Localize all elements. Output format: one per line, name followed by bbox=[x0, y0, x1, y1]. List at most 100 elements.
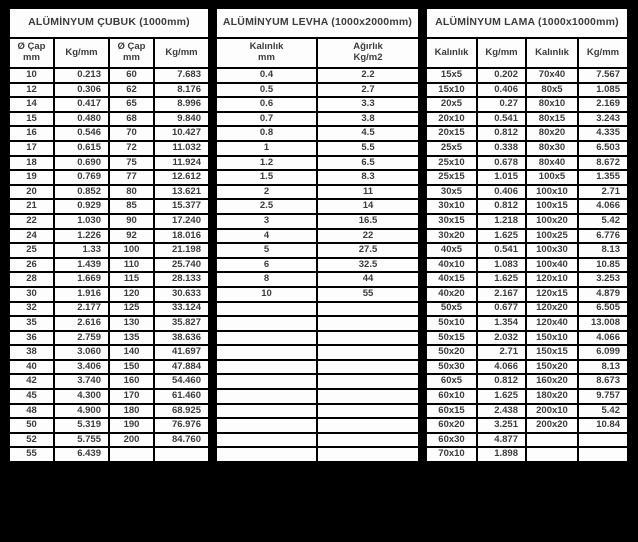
table-row bbox=[215, 431, 420, 449]
table-cell: 3.3 bbox=[316, 96, 420, 113]
table-cell: 45 bbox=[8, 388, 55, 405]
table-cell: 15 bbox=[8, 110, 55, 128]
table-cell: 80x40 bbox=[525, 154, 579, 172]
table-cell: 17 bbox=[8, 139, 55, 157]
table-row: 28 1.669 115 28.133 bbox=[8, 271, 210, 288]
table-cell: 84.760 bbox=[153, 431, 210, 449]
table-cell: 0.338 bbox=[476, 139, 527, 157]
table-cell: 25.740 bbox=[153, 256, 210, 274]
table-cell: 30x15 bbox=[425, 212, 478, 230]
table-cell bbox=[215, 446, 318, 464]
table-cell: 1.33 bbox=[53, 242, 110, 259]
table-cell: 54.460 bbox=[153, 373, 210, 391]
table-cell: 3.406 bbox=[53, 358, 110, 376]
table-cell: 14 bbox=[316, 198, 420, 215]
table-cell: 100x30 bbox=[525, 242, 579, 259]
table-cell: 11.924 bbox=[153, 154, 210, 172]
table-cell: 0.615 bbox=[53, 139, 110, 157]
table-cell: 0.812 bbox=[476, 373, 527, 391]
table-cell: 40 bbox=[8, 358, 55, 376]
table-cell bbox=[577, 446, 629, 464]
column-header: Kalınlık mm bbox=[215, 37, 318, 69]
table-cell: 20x15 bbox=[425, 125, 478, 142]
table-cell: 1.015 bbox=[476, 169, 527, 186]
table-row: 1.2 6.5 bbox=[215, 154, 420, 172]
table-row: 16 0.546 70 10.427 bbox=[8, 125, 210, 142]
table-row: 30x20 1.625 100x25 6.776 bbox=[425, 227, 629, 245]
table-cell: 1.898 bbox=[476, 446, 527, 464]
table-row: 40x20 2.167 120x15 4.879 bbox=[425, 285, 629, 303]
table-row: 3 16.5 bbox=[215, 212, 420, 230]
table-cell: 2.759 bbox=[53, 329, 110, 347]
column-header: Ø Çap mm bbox=[108, 37, 155, 69]
table-cell: 12 bbox=[8, 81, 55, 99]
cubuk-table: ALÜMİNYUM ÇUBUK (1000mm) Ø Çap mm Kg/mm Ø Ç… bbox=[8, 7, 210, 464]
table-row: 60x10 1.625 180x20 9.757 bbox=[425, 388, 629, 405]
table-cell: 2.616 bbox=[53, 315, 110, 332]
table-cell: 85 bbox=[108, 198, 155, 215]
table-row: 70x10 1.898 bbox=[425, 446, 629, 464]
table-cell: 4.300 bbox=[53, 388, 110, 405]
table-cell: 200x10 bbox=[525, 402, 579, 420]
table-cell: 5 bbox=[215, 242, 318, 259]
table-row: 30x5 0.406 100x10 2.71 bbox=[425, 183, 629, 201]
table-cell: 10.427 bbox=[153, 125, 210, 142]
table-cell: 120x15 bbox=[525, 285, 579, 303]
table-cell: 4 bbox=[215, 227, 318, 245]
table-cell: 75 bbox=[108, 154, 155, 172]
table-cell: 50 bbox=[8, 417, 55, 434]
table-cell: 6 bbox=[215, 256, 318, 274]
table-cell bbox=[215, 388, 318, 405]
table-row: 55 6.439 bbox=[8, 446, 210, 464]
table-cell bbox=[316, 358, 420, 376]
table-cell bbox=[215, 358, 318, 376]
table-cell: 115 bbox=[108, 271, 155, 288]
table-cell: 125 bbox=[108, 300, 155, 318]
table-cell: 13.621 bbox=[153, 183, 210, 201]
table-cell: 60x20 bbox=[425, 417, 478, 434]
table-cell bbox=[215, 431, 318, 449]
table-cell: 26 bbox=[8, 256, 55, 274]
table-row: 60x15 2.438 200x10 5.42 bbox=[425, 402, 629, 420]
table-cell: 80x5 bbox=[525, 81, 579, 99]
table-row: 0.6 3.3 bbox=[215, 96, 420, 113]
table-cell: 0.812 bbox=[476, 198, 527, 215]
table-cell: 100 bbox=[108, 242, 155, 259]
table-row bbox=[215, 417, 420, 434]
table-row: 60x20 3.251 200x20 10.84 bbox=[425, 417, 629, 434]
table-cell: 5.755 bbox=[53, 431, 110, 449]
table-cell bbox=[316, 417, 420, 434]
table-cell: 22 bbox=[316, 227, 420, 245]
table-cell: 0.417 bbox=[53, 96, 110, 113]
table-cell: 50x30 bbox=[425, 358, 478, 376]
table-cell: 50x10 bbox=[425, 315, 478, 332]
table-cell: 21 bbox=[8, 198, 55, 215]
table-cell: 5.5 bbox=[316, 139, 420, 157]
table-cell: 100x20 bbox=[525, 212, 579, 230]
table-row: 1 5.5 bbox=[215, 139, 420, 157]
table-row: 0.5 2.7 bbox=[215, 81, 420, 99]
table-cell: 8 bbox=[215, 271, 318, 288]
table-row bbox=[215, 446, 420, 464]
table-cell: 44 bbox=[316, 271, 420, 288]
table-cell: 28.133 bbox=[153, 271, 210, 288]
table-cell: 20x10 bbox=[425, 110, 478, 128]
table-cell: 6.505 bbox=[577, 300, 629, 318]
table-cell: 1.625 bbox=[476, 271, 527, 288]
table-cell: 20x5 bbox=[425, 96, 478, 113]
table-cell: 70x40 bbox=[525, 67, 579, 84]
table-cell bbox=[108, 446, 155, 464]
table-cell bbox=[215, 329, 318, 347]
table-row: 35 2.616 130 35.827 bbox=[8, 315, 210, 332]
table-cell: 25x5 bbox=[425, 139, 478, 157]
table-cell: 68 bbox=[108, 110, 155, 128]
table-cell: 0.812 bbox=[476, 125, 527, 142]
table-cell: 77 bbox=[108, 169, 155, 186]
table-cell: 80x30 bbox=[525, 139, 579, 157]
table-row: 24 1.226 92 18.016 bbox=[8, 227, 210, 245]
table-cell: 170 bbox=[108, 388, 155, 405]
table-cell: 11.032 bbox=[153, 139, 210, 157]
table-cell: 4.066 bbox=[577, 198, 629, 215]
table-cell: 35 bbox=[8, 315, 55, 332]
